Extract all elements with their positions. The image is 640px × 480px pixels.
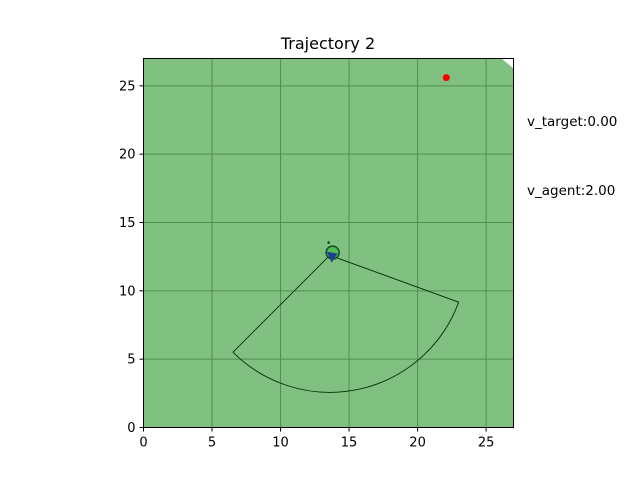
- y-axis: 0 5 10 15 20 25: [119, 79, 144, 436]
- y-tick-label: 5: [127, 353, 135, 368]
- y-tick-label: 10: [119, 284, 136, 299]
- x-tick-label: 25: [478, 436, 495, 451]
- chart-title: Trajectory 2: [280, 34, 375, 53]
- x-tick-label: 20: [409, 436, 426, 451]
- x-tick-label: 15: [341, 436, 358, 451]
- y-tick-label: 20: [119, 148, 136, 163]
- fov-wedge: [232, 254, 460, 393]
- y-tick-label: 25: [119, 79, 136, 94]
- target-point: [442, 74, 450, 82]
- plot-area: [143, 58, 514, 428]
- x-tick-label: 10: [272, 436, 289, 451]
- plot-corner-notch: [501, 58, 514, 69]
- x-axis: 0 5 10 15 20 25: [139, 427, 495, 451]
- v-agent-label: v_agent:2.00: [527, 183, 615, 199]
- v-target-label: v_target:0.00: [527, 114, 617, 130]
- agent-trail-dot: [327, 241, 330, 244]
- plot-frame: [143, 58, 514, 428]
- y-tick-label: 15: [119, 216, 136, 231]
- y-tick-label: 0: [127, 421, 135, 436]
- agent-heading-arrow: [326, 251, 338, 263]
- x-tick-label: 0: [139, 436, 147, 451]
- x-tick-label: 5: [208, 436, 216, 451]
